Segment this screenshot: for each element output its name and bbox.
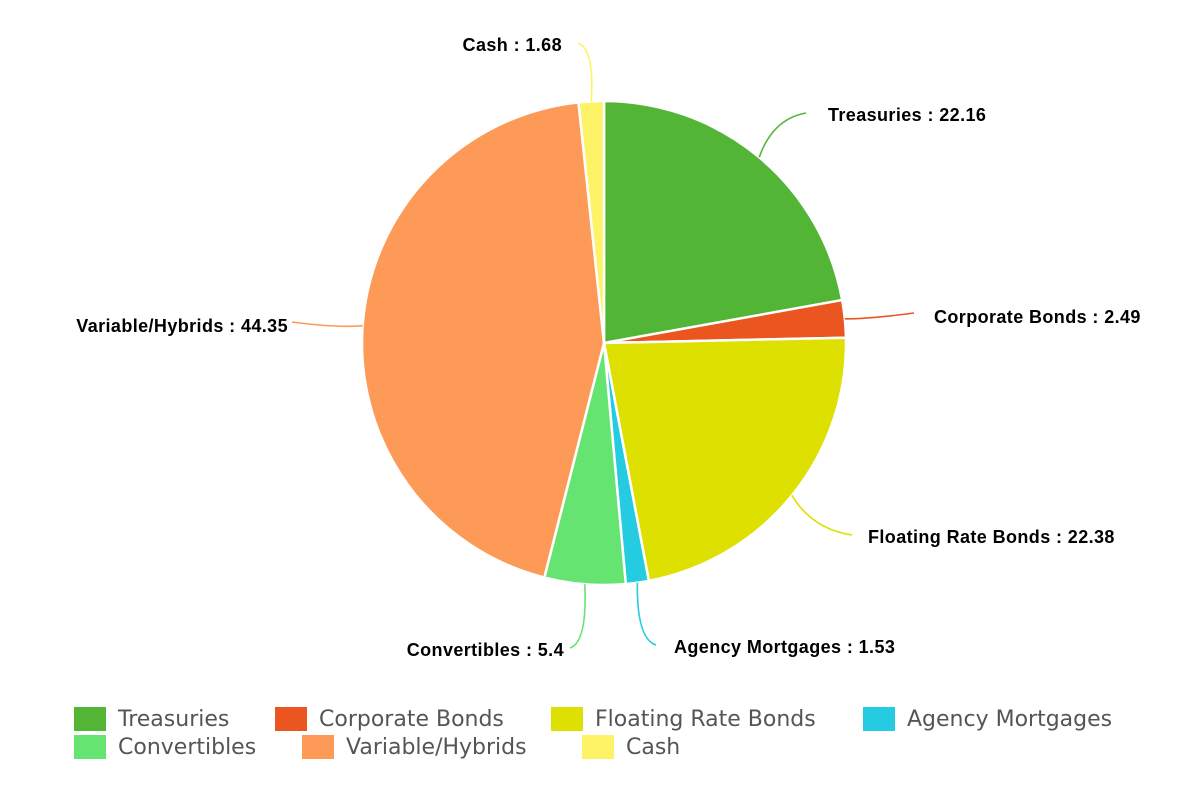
pie-slice-treasuries[interactable] — [602, 99, 844, 345]
leader-line-convertibles — [569, 584, 586, 649]
data-labels: Treasuries : 22.16 Corporate Bonds : 2.49… — [76, 35, 1141, 660]
legend-label: Treasuries — [118, 706, 230, 732]
data-label-variable-hybrids: Variable/Hybrids : 44.35 — [76, 316, 288, 336]
legend-label: Corporate Bonds — [319, 706, 504, 732]
legend-label: Agency Mortgages — [907, 706, 1113, 732]
legend-item-cash[interactable]: Cash — [582, 735, 680, 760]
data-label-convertibles: Convertibles : 5.4 — [407, 640, 564, 660]
legend-swatch — [302, 735, 334, 759]
legend-item-convertibles[interactable]: Convertibles — [74, 735, 302, 760]
legend-swatch — [582, 735, 614, 759]
legend-swatch — [74, 707, 106, 731]
legend-swatch — [551, 707, 583, 731]
legend-label: Cash — [626, 734, 681, 760]
legend-item-treasuries[interactable]: Treasuries — [74, 707, 275, 732]
legend-label: Floating Rate Bonds — [595, 706, 816, 732]
legend-item-variable-hybrids[interactable]: Variable/Hybrids — [302, 735, 582, 760]
leader-line-floating-rate-bonds — [791, 495, 853, 536]
legend-row: Convertibles Variable/Hybrids Cash — [74, 733, 1174, 761]
legend-label: Variable/Hybrids — [346, 734, 527, 760]
data-label-floating-rate-bonds: Floating Rate Bonds : 22.38 — [868, 527, 1115, 547]
legend-swatch — [74, 735, 106, 759]
pie-chart: Treasuries : 22.16 Corporate Bonds : 2.49… — [76, 35, 1141, 660]
legend-swatch — [863, 707, 895, 731]
legend-item-corporate-bonds[interactable]: Corporate Bonds — [275, 707, 551, 732]
leader-line-treasuries — [758, 112, 807, 158]
legend-swatch — [275, 707, 307, 731]
leader-line-variable-hybrids — [291, 321, 363, 328]
data-label-treasuries: Treasuries : 22.16 — [828, 105, 986, 125]
legend-item-floating-rate-bonds[interactable]: Floating Rate Bonds — [551, 707, 863, 732]
data-label-cash: Cash : 1.68 — [463, 35, 562, 55]
pie-slice-variable-hybrids[interactable] — [360, 100, 606, 580]
legend-item-agency-mortgages[interactable]: Agency Mortgages — [863, 707, 1112, 732]
legend: Treasuries Corporate Bonds Floating Rate… — [74, 705, 1174, 761]
leader-line-agency-mortgages — [636, 582, 657, 646]
data-label-agency-mortgages: Agency Mortgages : 1.53 — [674, 637, 895, 657]
leader-lines — [291, 42, 915, 649]
legend-row: Treasuries Corporate Bonds Floating Rate… — [74, 705, 1174, 733]
pie-slice-floating-rate-bonds[interactable] — [602, 336, 848, 583]
leader-line-cash — [577, 42, 593, 102]
pie-slices — [360, 99, 848, 587]
data-label-corporate-bonds: Corporate Bonds : 2.49 — [934, 307, 1141, 327]
leader-line-corporate-bonds — [844, 312, 915, 320]
legend-label: Convertibles — [118, 734, 257, 760]
